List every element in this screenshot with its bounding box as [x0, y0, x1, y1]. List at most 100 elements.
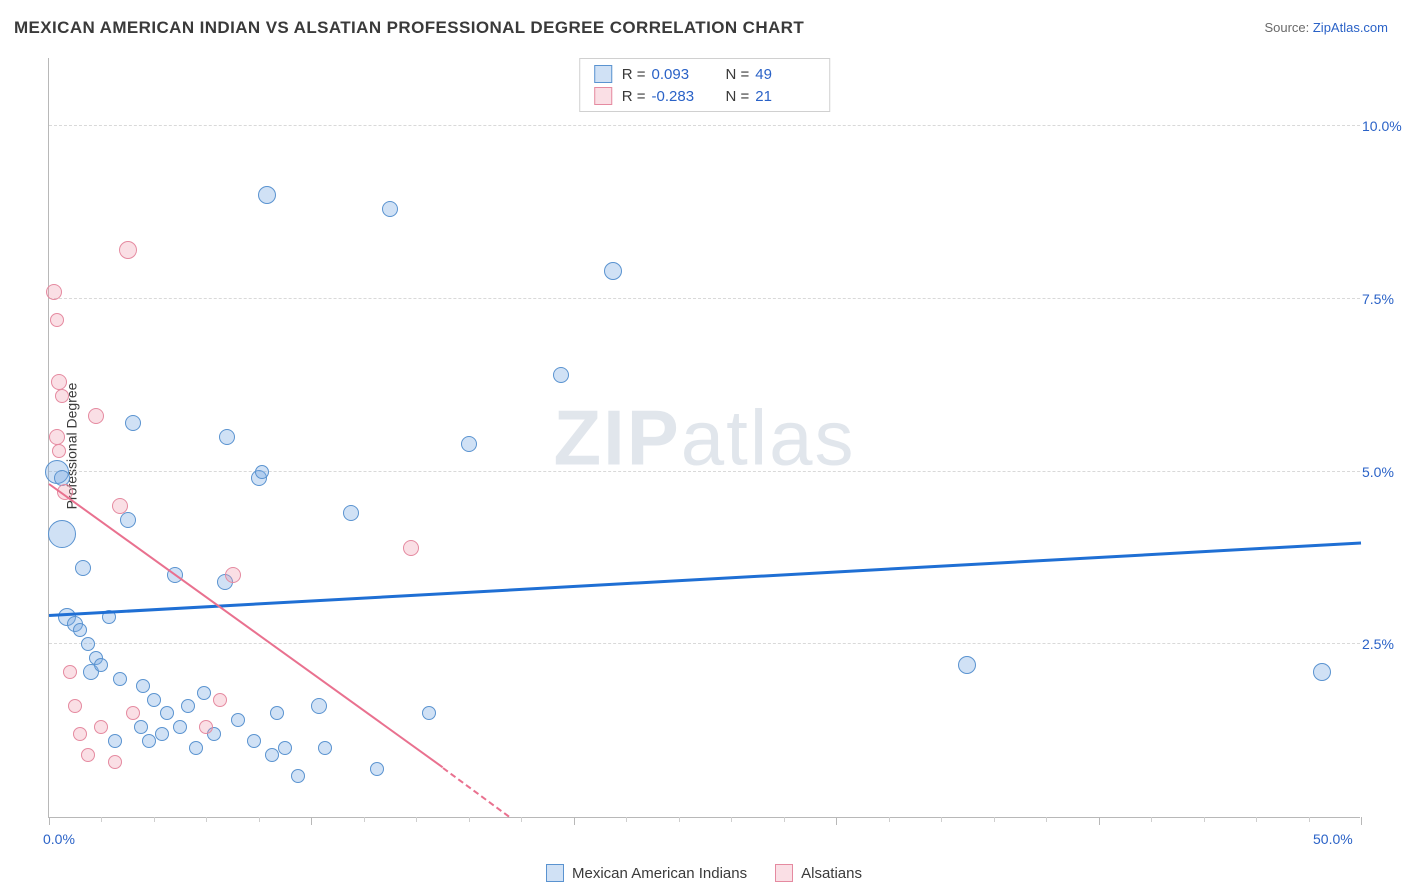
x-tick-minor: [521, 817, 522, 822]
x-tick-minor: [101, 817, 102, 822]
data-point-mai: [142, 734, 156, 748]
data-point-als: [94, 720, 108, 734]
n-label: N =: [726, 66, 750, 83]
data-point-mai: [181, 699, 195, 713]
r-label: R =: [622, 88, 646, 105]
data-point-mai: [197, 686, 211, 700]
data-point-mai: [75, 560, 91, 576]
data-point-mai: [270, 706, 284, 720]
source-label: Source:: [1264, 20, 1312, 35]
n-value: 49: [755, 66, 815, 83]
data-point-als: [403, 540, 419, 556]
correlation-legend: R = 0.093N = 49R = -0.283N = 21: [579, 58, 831, 112]
data-point-mai: [155, 727, 169, 741]
source-link[interactable]: ZipAtlas.com: [1313, 20, 1388, 35]
gridline-horizontal: [49, 125, 1360, 126]
data-point-mai: [147, 693, 161, 707]
data-point-als: [51, 374, 67, 390]
data-point-mai: [48, 520, 76, 548]
data-point-mai: [231, 713, 245, 727]
x-tick-minor: [259, 817, 260, 822]
data-point-mai: [265, 748, 279, 762]
trend-line: [49, 542, 1361, 617]
data-point-mai: [134, 720, 148, 734]
gridline-horizontal: [49, 298, 1360, 299]
series-legend: Mexican American Indians Alsatians: [48, 864, 1360, 882]
data-point-als: [119, 241, 137, 259]
data-point-als: [52, 444, 66, 458]
legend-row-als: R = -0.283N = 21: [580, 85, 830, 107]
data-point-mai: [343, 505, 359, 521]
data-point-mai: [958, 656, 976, 674]
data-point-mai: [120, 512, 136, 528]
n-label: N =: [726, 88, 750, 105]
data-point-mai: [278, 741, 292, 755]
data-point-als: [213, 693, 227, 707]
data-point-mai: [318, 741, 332, 755]
x-tick-minor: [731, 817, 732, 822]
data-point-als: [108, 755, 122, 769]
watermark-suffix: atlas: [681, 393, 856, 481]
chart-title: MEXICAN AMERICAN INDIAN VS ALSATIAN PROF…: [14, 18, 804, 38]
y-tick-label: 2.5%: [1362, 636, 1406, 652]
x-tick-major: [574, 817, 575, 825]
y-tick-label: 7.5%: [1362, 291, 1406, 307]
watermark-prefix: ZIP: [553, 393, 680, 481]
data-point-mai: [382, 201, 398, 217]
legend-row-mai: R = 0.093 N = 49: [580, 63, 830, 85]
watermark: ZIPatlas: [553, 392, 855, 483]
x-tick-minor: [941, 817, 942, 822]
x-tick-minor: [1151, 817, 1152, 822]
x-tick-major: [836, 817, 837, 825]
x-tick-major: [49, 817, 50, 825]
gridline-horizontal: [49, 643, 1360, 644]
x-tick-major: [311, 817, 312, 825]
data-point-mai: [160, 706, 174, 720]
data-point-mai: [136, 679, 150, 693]
y-tick-label: 5.0%: [1362, 464, 1406, 480]
x-tick-minor: [154, 817, 155, 822]
legend-swatch: [775, 864, 793, 882]
data-point-als: [63, 665, 77, 679]
x-tick-minor: [1046, 817, 1047, 822]
data-point-mai: [108, 734, 122, 748]
x-tick-major: [1099, 817, 1100, 825]
data-point-mai: [604, 262, 622, 280]
x-tick-minor: [206, 817, 207, 822]
legend-item: Mexican American Indians: [546, 864, 747, 882]
data-point-als: [199, 720, 213, 734]
data-point-mai: [173, 720, 187, 734]
data-point-als: [68, 699, 82, 713]
data-point-als: [50, 313, 64, 327]
trend-line-extrapolated: [442, 767, 509, 817]
r-value: 0.093: [652, 66, 712, 83]
data-point-mai: [247, 734, 261, 748]
x-tick-minor: [1256, 817, 1257, 822]
data-point-mai: [81, 637, 95, 651]
r-label: R =: [622, 66, 646, 83]
x-tick-minor: [994, 817, 995, 822]
x-tick-minor: [679, 817, 680, 822]
data-point-als: [81, 748, 95, 762]
data-point-als: [225, 567, 241, 583]
data-point-mai: [553, 367, 569, 383]
scatter-plot-area: ZIPatlas R = 0.093N = 49R = -0.283N = 21…: [48, 58, 1360, 818]
data-point-mai: [219, 429, 235, 445]
r-value: -0.283: [652, 88, 712, 105]
data-point-mai: [94, 658, 108, 672]
x-tick-minor: [1309, 817, 1310, 822]
data-point-als: [126, 706, 140, 720]
data-point-mai: [291, 769, 305, 783]
data-point-mai: [125, 415, 141, 431]
source-attribution: Source: ZipAtlas.com: [1264, 20, 1388, 35]
data-point-mai: [1313, 663, 1331, 681]
legend-swatch-mai: [594, 65, 612, 83]
legend-item: Alsatians: [775, 864, 862, 882]
data-point-als: [55, 389, 69, 403]
y-tick-label: 10.0%: [1362, 118, 1406, 134]
legend-swatch: [546, 864, 564, 882]
x-tick-minor: [626, 817, 627, 822]
x-tick-minor: [784, 817, 785, 822]
data-point-mai: [73, 623, 87, 637]
data-point-als: [49, 429, 65, 445]
